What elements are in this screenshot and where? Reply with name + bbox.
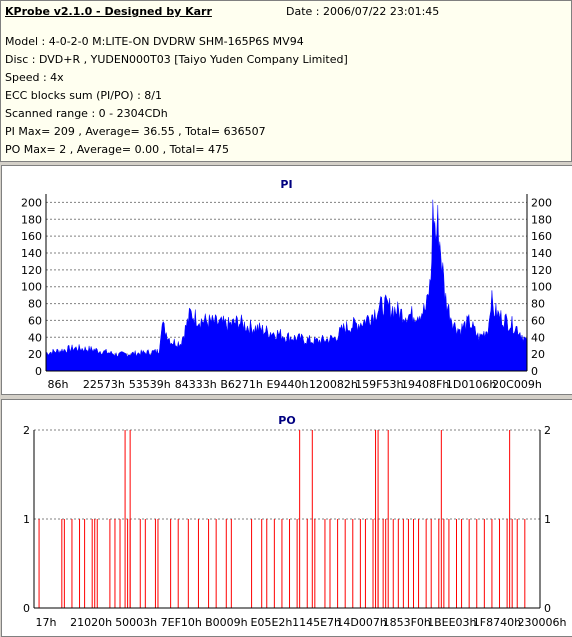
pi-x-tick: E9440h [267,378,309,391]
po-x-tick: 14D007h [336,616,386,629]
pi-y-tick-right: 80 [531,298,545,311]
pi-y-tick-left: 160 [21,230,42,243]
po-x-tick: 1853F0h [383,616,431,629]
pi-y-tick-right: 40 [531,331,545,344]
pi-y-tick-left: 120 [21,264,42,277]
pi-x-tick: 159F53h [355,378,403,391]
pi-y-tick-right: 20 [531,348,545,361]
po-chart-panel: PO 0 0 1 1 2 2 17h 21020h 50003h 7EF10h B0009h E05E2… [1,399,572,637]
pi-x-tick: 20C009h [492,378,542,391]
pi-x-tick: 53539h [129,378,171,391]
pi-y-tick-left: 40 [28,331,42,344]
po-x-tick: 230006h [518,616,567,629]
pi-y-tick-left: 0 [35,365,42,378]
po-x-tick: E05E2h [251,616,293,629]
scan-speed: Speed : 4x [5,71,64,84]
pi-y-tick-left: 140 [21,247,42,260]
pi-chart: PI 0 0 20 20 40 40 60 60 80 80 100 100 120 120 140 140 16… [21,178,552,391]
po-chart: PO 0 0 1 1 2 2 17h 21020h 50003h 7EF10h B0009h E05E2… [23,414,567,629]
po-x-tick: 1145E7h [292,616,341,629]
ecc-sum: ECC blocks sum (PI/PO) : 8/1 [5,89,162,102]
pi-y-tick-left: 200 [21,196,42,209]
pi-y-tick-left: 100 [21,281,42,294]
pi-x-tick: 86h [48,378,69,391]
app-title: KProbe v2.1.0 - Designed by Karr [5,5,212,18]
info-panel: KProbe v2.1.0 - Designed by Karr Date : … [0,0,572,162]
po-y-tick-left: 2 [23,424,30,437]
pi-area-series [45,199,528,372]
drive-model: Model : 4-0-2-0 M:LITE-ON DVDRW SHM-165P… [5,35,304,48]
po-y-tick-right: 2 [544,424,551,437]
pi-x-tick: B6271h [220,378,263,391]
pi-y-tick-right: 100 [531,281,552,294]
po-y-tick-left: 1 [23,513,30,526]
po-x-tick: 1F8740h [473,616,521,629]
po-stats: PO Max= 2 , Average= 0.00 , Total= 475 [5,143,229,156]
po-y-tick-right: 0 [544,602,551,615]
disc-info: Disc : DVD+R , YUDEN000T03 [Taiyo Yuden … [5,53,348,66]
pi-x-tick: 22573h [83,378,125,391]
po-x-tick: 17h [36,616,57,629]
po-y-tick-right: 1 [544,513,551,526]
po-x-tick: 21020h [70,616,112,629]
po-x-tick: B0009h [205,616,248,629]
scan-date: Date : 2006/07/22 23:01:45 [286,5,440,18]
scanned-range: Scanned range : 0 - 2304CDh [5,107,168,120]
po-y-tick-left: 0 [23,602,30,615]
pi-y-tick-right: 140 [531,247,552,260]
po-x-tick: 50003h [115,616,157,629]
pi-chart-panel: PI 0 0 20 20 40 40 60 60 80 80 100 100 120 120 140 140 16… [1,165,572,395]
po-x-tick: 7EF10h [161,616,202,629]
pi-y-tick-right: 180 [531,213,552,226]
pi-y-tick-left: 60 [28,314,42,327]
pi-stats: PI Max= 209 , Average= 36.55 , Total= 63… [5,125,266,138]
pi-y-tick-left: 180 [21,213,42,226]
pi-x-tick: 1D0106h [446,378,496,391]
po-chart-title: PO [278,414,295,427]
pi-chart-title: PI [280,178,292,191]
pi-y-tick-left: 20 [28,348,42,361]
pi-x-tick: 120082h [309,378,358,391]
pi-x-tick: 19408Fh [401,378,449,391]
pi-y-tick-left: 80 [28,298,42,311]
po-x-tick: 1BEE03h [427,616,476,629]
pi-y-tick-right: 200 [531,196,552,209]
pi-y-tick-right: 60 [531,314,545,327]
pi-x-tick: 84333h [175,378,217,391]
pi-y-tick-right: 160 [531,230,552,243]
pi-y-tick-right: 0 [531,365,538,378]
pi-y-tick-right: 120 [531,264,552,277]
